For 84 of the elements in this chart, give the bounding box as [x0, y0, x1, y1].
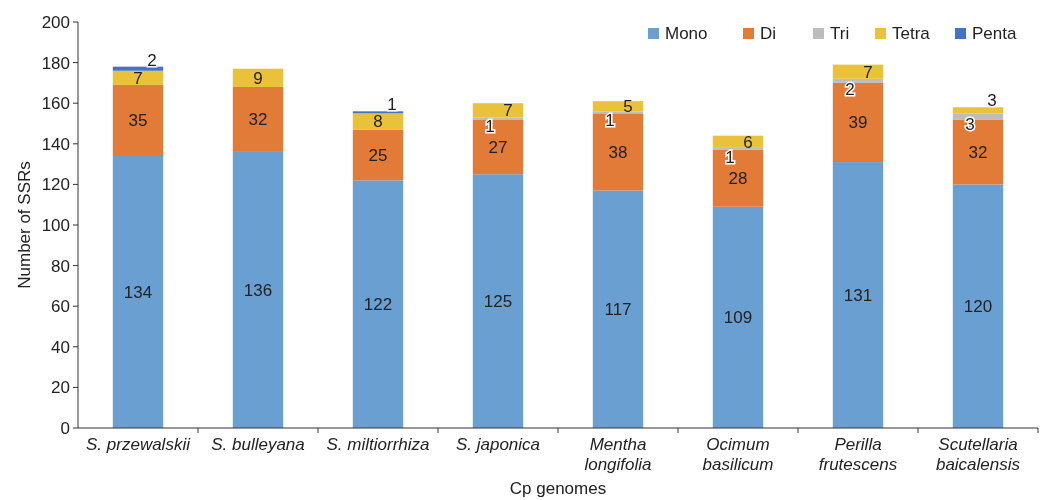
data-label: 9 [253, 68, 263, 88]
bar [952, 113, 1004, 120]
data-label: 2 [845, 79, 855, 99]
x-tick-label: S. bulleyana [211, 435, 305, 454]
bar [472, 117, 524, 120]
data-label: 28 [728, 169, 748, 189]
x-tick-label: S. przewalskii [86, 435, 192, 454]
x-tick-label: Scutellaria baicalensis [935, 435, 1021, 474]
data-label: 3 [987, 91, 997, 111]
data-label: 39 [848, 113, 868, 133]
y-tick-label: 20 [51, 378, 70, 398]
bar [232, 151, 284, 428]
data-label: 120 [963, 297, 993, 317]
data-label: 7 [133, 68, 143, 88]
data-label: 117 [604, 300, 632, 320]
bar [832, 64, 884, 79]
bar [112, 155, 164, 428]
y-axis-title: Number of SSRs [15, 161, 34, 289]
data-label: 3 [965, 115, 975, 135]
bar [832, 162, 884, 428]
data-label: 134 [123, 282, 153, 302]
bar [592, 113, 644, 191]
data-label: 25 [368, 145, 388, 165]
bar [112, 84, 164, 156]
y-tick-label: 200 [41, 13, 70, 32]
data-label: 32 [968, 142, 988, 162]
data-label: 1 [725, 147, 735, 167]
x-tick-label: Ocimum basilicum [702, 435, 774, 474]
bar [952, 107, 1004, 114]
bar [832, 78, 884, 83]
legend-label: Tri [830, 24, 850, 43]
data-label: 131 [843, 286, 873, 306]
y-tick-label: 60 [51, 297, 70, 317]
x-tick-label: Perilla frutescens [818, 435, 898, 474]
bar [232, 68, 284, 87]
bar [952, 184, 1004, 428]
data-label: 8 [373, 112, 383, 132]
bar [352, 180, 404, 428]
y-tick-label: 160 [41, 94, 70, 114]
data-label: 1 [605, 111, 615, 131]
x-tick-label: Mentha longifolia [584, 435, 652, 474]
bar [112, 66, 164, 71]
bar [112, 70, 164, 85]
bar [472, 174, 524, 428]
data-label: 5 [623, 97, 633, 117]
data-label: 32 [248, 110, 268, 130]
bar [472, 119, 524, 175]
bar [232, 86, 284, 152]
bar [712, 149, 764, 207]
x-axis-title: Cp genomes [509, 479, 607, 498]
data-label: 2 [147, 50, 157, 70]
y-tick-label: 40 [51, 337, 70, 357]
bar [712, 206, 764, 428]
y-tick-label: 80 [51, 256, 70, 276]
y-tick-label: 140 [41, 134, 70, 154]
legend-label: Mono [665, 24, 708, 43]
legend-label: Penta [972, 24, 1017, 43]
bar [352, 129, 404, 181]
y-tick-label: 120 [41, 175, 70, 195]
data-label: 1 [485, 117, 495, 137]
legend-label: Tetra [892, 24, 931, 43]
y-tick-label: 0 [60, 419, 70, 438]
bar [352, 113, 404, 130]
data-label: 122 [363, 295, 393, 315]
bar [592, 190, 644, 428]
data-label: 38 [608, 142, 628, 162]
data-label: 136 [243, 280, 273, 300]
data-label: 109 [723, 308, 753, 328]
data-label: 7 [503, 101, 513, 121]
data-label: 35 [128, 111, 148, 131]
bar [952, 119, 1004, 185]
data-label: 1 [387, 95, 397, 115]
data-label: 27 [488, 137, 508, 157]
bar [472, 103, 524, 118]
data-label: 7 [863, 62, 873, 82]
legend-label: Di [760, 24, 777, 43]
data-label: 6 [743, 132, 753, 152]
y-tick-label: 180 [41, 53, 70, 73]
data-label: 125 [483, 292, 513, 312]
y-tick-label: 100 [41, 216, 70, 235]
x-tick-label: S. japonica [455, 435, 541, 454]
x-tick-label: S. miltiorrhiza [326, 435, 430, 454]
bar [832, 82, 884, 163]
bar [712, 147, 764, 150]
